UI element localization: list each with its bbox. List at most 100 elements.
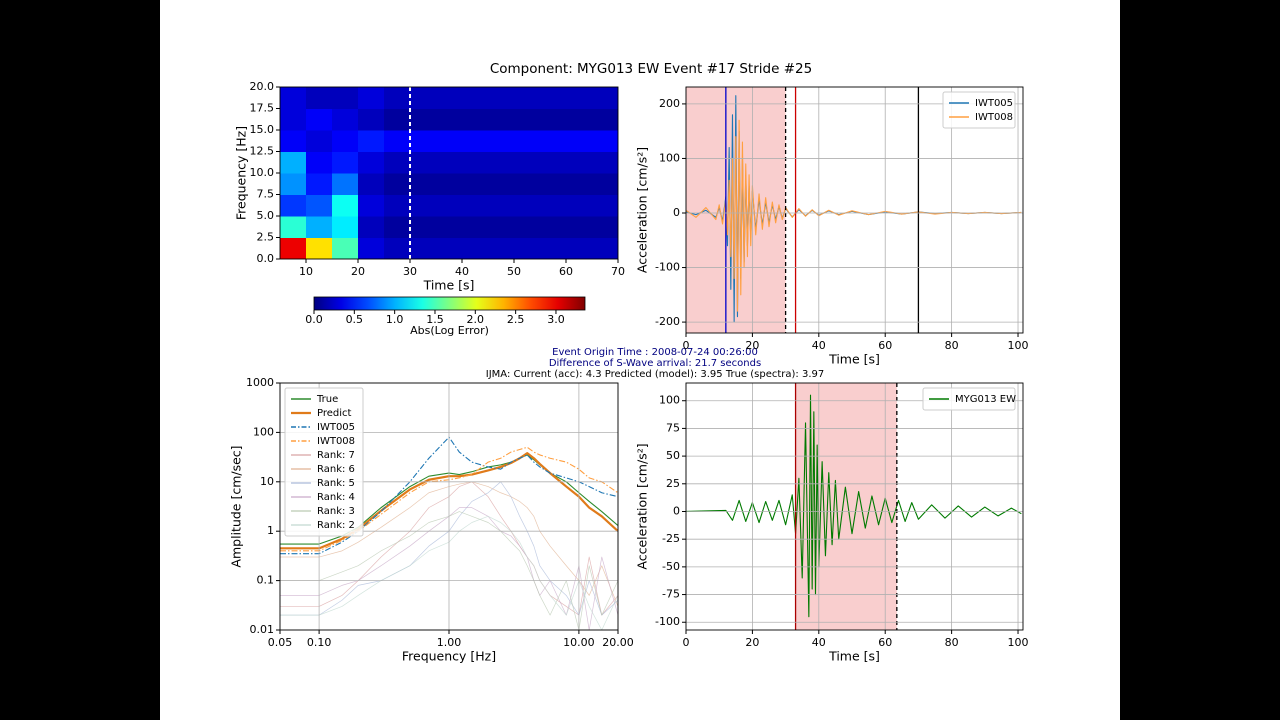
y-tick-label: 100 bbox=[659, 394, 680, 407]
x-tick-label: 70 bbox=[611, 265, 625, 278]
legend-label: IWT005 bbox=[975, 98, 1013, 109]
annotation: IJMA: Current (acc): 4.3 Predicted (mode… bbox=[486, 369, 825, 380]
heat-cell bbox=[462, 216, 489, 238]
heat-cell bbox=[592, 87, 618, 109]
legend-label: Rank: 7 bbox=[317, 450, 355, 461]
heat-cell bbox=[592, 173, 618, 195]
x-tick-label: 30 bbox=[403, 265, 417, 278]
heat-cell bbox=[358, 130, 385, 152]
heat-cell bbox=[436, 130, 463, 152]
legend-label: IWT008 bbox=[975, 112, 1013, 123]
heat-cell bbox=[436, 151, 463, 174]
series-line bbox=[280, 481, 618, 607]
heat-cell bbox=[488, 237, 515, 259]
heat-cell bbox=[306, 87, 333, 109]
y-tick-label: 1 bbox=[267, 524, 274, 537]
x-tick-label: 20.00 bbox=[602, 636, 634, 649]
x-tick-label: 40 bbox=[812, 339, 826, 352]
heat-cell bbox=[410, 130, 437, 152]
y-tick-label: 7.5 bbox=[257, 188, 275, 201]
heat-cell bbox=[488, 194, 515, 217]
y-tick-label: -50 bbox=[662, 560, 680, 573]
y-tick-label: 17.5 bbox=[250, 102, 275, 115]
axes-frame bbox=[279, 382, 619, 631]
x-tick-label: 40 bbox=[455, 265, 469, 278]
heat-cell bbox=[462, 130, 489, 152]
heat-cell bbox=[332, 130, 359, 152]
heat-cell bbox=[358, 173, 385, 195]
legend-label: IWT005 bbox=[317, 422, 355, 433]
y-tick-label: -100 bbox=[655, 615, 680, 628]
series-line bbox=[280, 436, 618, 555]
heat-cell bbox=[306, 237, 333, 259]
heat-cell bbox=[358, 108, 385, 131]
x-tick-label: 60 bbox=[878, 636, 892, 649]
heat-cell bbox=[306, 151, 333, 174]
heat-cell bbox=[540, 173, 567, 195]
heat-cell bbox=[488, 173, 515, 195]
heat-cell bbox=[410, 194, 437, 217]
x-tick-label: 100 bbox=[1008, 339, 1029, 352]
heat-cell bbox=[280, 130, 307, 152]
x-tick-label: 50 bbox=[507, 265, 521, 278]
legend-box bbox=[922, 387, 1016, 411]
colorbar-tick-label: 3.0 bbox=[547, 313, 565, 326]
x-tick-label: 20 bbox=[351, 265, 365, 278]
heat-cell bbox=[332, 194, 359, 217]
y-tick-label: 0.1 bbox=[257, 574, 275, 587]
heat-cell bbox=[566, 108, 593, 131]
heat-cell bbox=[384, 151, 411, 174]
y-tick-label: 2.5 bbox=[257, 231, 275, 244]
x-tick-label: 0 bbox=[683, 636, 690, 649]
heat-cell bbox=[592, 108, 618, 131]
heat-cell bbox=[332, 151, 359, 174]
heat-cell bbox=[358, 216, 385, 238]
heat-cell bbox=[592, 151, 618, 174]
heat-cell bbox=[280, 173, 307, 195]
x-tick-label: 0 bbox=[683, 339, 690, 352]
y-tick-label: 10 bbox=[260, 475, 274, 488]
y-tick-label: 0.0 bbox=[257, 252, 275, 265]
heat-cell bbox=[540, 237, 567, 259]
heat-cell bbox=[566, 216, 593, 238]
colorbar-tick-label: 2.5 bbox=[507, 313, 525, 326]
heat-cell bbox=[488, 108, 515, 131]
heat-cell bbox=[462, 108, 489, 131]
y-tick-label: -25 bbox=[662, 532, 680, 545]
legend-label: IWT008 bbox=[317, 436, 355, 447]
y-tick-label: -100 bbox=[655, 261, 680, 274]
x-axis-label: Time [s] bbox=[828, 649, 880, 664]
heat-cell bbox=[540, 194, 567, 217]
heat-cell bbox=[514, 173, 541, 195]
heat-cell bbox=[540, 151, 567, 174]
heat-cell bbox=[280, 87, 307, 109]
heat-cell bbox=[566, 87, 593, 109]
y-tick-label: 0.01 bbox=[250, 623, 275, 636]
colorbar-tick-label: 1.5 bbox=[426, 313, 444, 326]
heat-cell bbox=[384, 87, 411, 109]
x-tick-label: 20 bbox=[745, 636, 759, 649]
heat-cell bbox=[462, 151, 489, 174]
heat-cell bbox=[592, 216, 618, 238]
legend-box bbox=[942, 91, 1016, 129]
heat-cell bbox=[306, 194, 333, 217]
heat-cell bbox=[514, 194, 541, 217]
series-line bbox=[280, 452, 618, 550]
heat-cell bbox=[592, 237, 618, 259]
plot-area bbox=[280, 87, 618, 259]
y-tick-label: 0 bbox=[673, 504, 680, 517]
heat-cell bbox=[306, 108, 333, 131]
heat-cell bbox=[384, 130, 411, 152]
colorbar-tick-label: 0.5 bbox=[346, 313, 364, 326]
heat-cell bbox=[332, 108, 359, 131]
y-tick-label: 100 bbox=[659, 151, 680, 164]
y-tick-label: 5.0 bbox=[257, 209, 275, 222]
heat-cell bbox=[436, 108, 463, 131]
heat-cell bbox=[358, 87, 385, 109]
annotation: Event Origin Time : 2008-07-24 00:26:00 bbox=[552, 347, 758, 358]
heat-cell bbox=[436, 173, 463, 195]
heat-cell bbox=[592, 130, 618, 152]
y-axis-label: Frequency [Hz] bbox=[234, 126, 249, 220]
heat-cell bbox=[280, 237, 307, 259]
